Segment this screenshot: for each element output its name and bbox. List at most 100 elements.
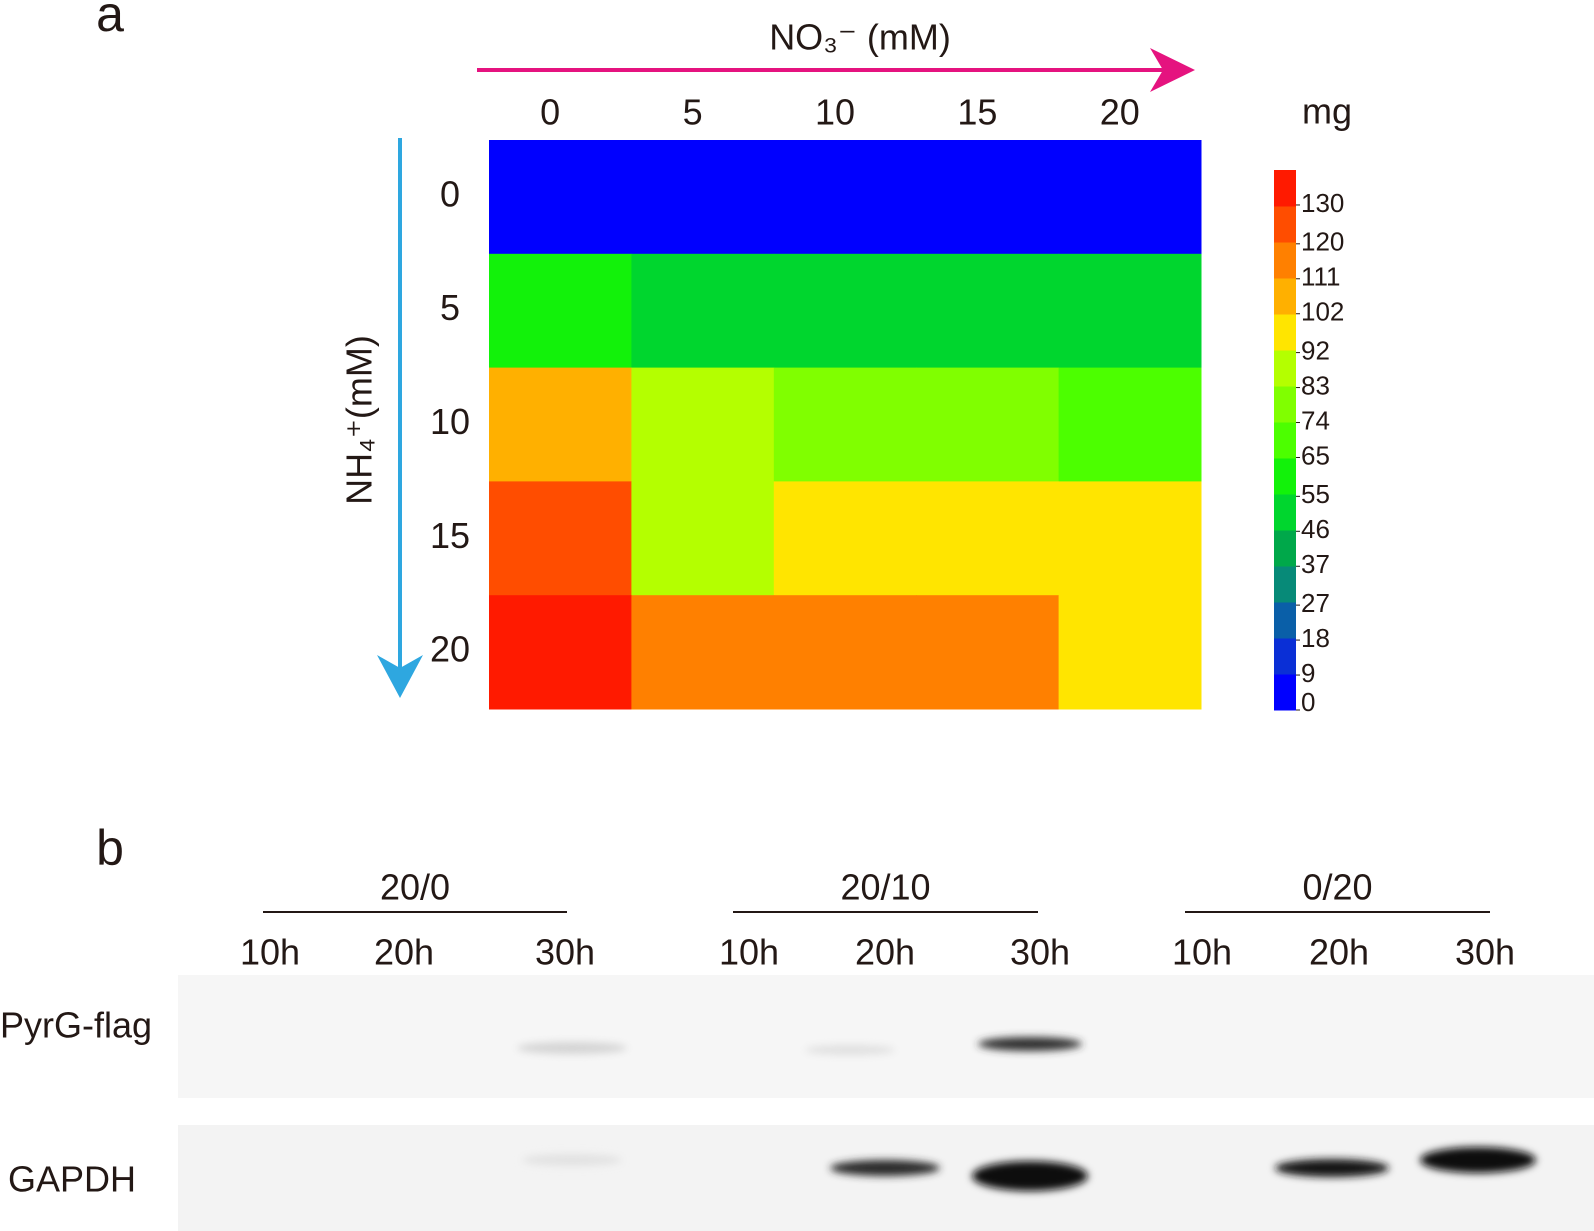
heat-cell [1058,253,1202,369]
colorbar-bin [1274,530,1296,567]
heat-cell [631,140,775,255]
lane-label: 20h [374,932,434,973]
heat-cell [489,253,632,369]
colorbar-label: 9 [1301,658,1315,688]
colorbar-label: 27 [1301,588,1330,618]
lane-label: 30h [1010,932,1070,973]
colorbar-label: 102 [1301,297,1344,327]
heat-cell [773,595,917,710]
y-tick-label: 10 [430,401,470,442]
heat-cell [916,253,1060,369]
y-tick-label: 0 [440,173,460,214]
heat-cell [773,253,917,369]
colorbar-bin [1274,314,1296,351]
heat-cell [773,140,917,255]
colorbar-label: 111 [1301,262,1341,292]
heat-cell [916,595,1060,710]
x-arrowhead [1150,48,1195,92]
lane-label: 10h [1172,932,1232,973]
x-axis-title: NO₃⁻ (mM) [769,17,951,58]
y-tick-label: 20 [430,629,470,670]
x-tick-label: 20 [1100,92,1140,133]
lane-label: 20h [855,932,915,973]
colorbar-label: 0 [1301,687,1315,717]
heat-cell [1058,140,1202,255]
colorbar-bin [1274,494,1296,531]
colorbar-bin [1274,206,1296,243]
western-blot: b 20/0 20/10 0/20 10h 20h 30h 10h 20h 30h 10h 20h 3… [0,820,1594,1231]
panel-label: a [96,0,124,42]
heat-cell [489,481,632,596]
colorbar-label: 130 [1301,188,1344,218]
colorbar-label: 65 [1301,440,1330,470]
colorbar-bin [1274,638,1296,675]
colorbar-bin [1274,242,1296,279]
heat-cell [773,367,917,482]
heat-cell [916,367,1060,482]
colorbar-bin [1274,170,1296,207]
row-label: GAPDH [8,1159,136,1200]
panel-label: b [96,820,124,876]
x-tick-label: 10 [815,92,855,133]
colorbar-bin [1274,674,1296,711]
colorbar-bin [1274,386,1296,423]
y-arrowhead [377,655,423,698]
group-label: 20/0 [380,867,450,908]
y-axis-title: NH₄⁺(mM) [339,335,380,505]
lane-label: 10h [719,932,779,973]
blot-strip [178,975,1594,1098]
heat-cell [489,595,632,710]
band [517,1042,627,1054]
heat-cell [1058,595,1202,710]
heat-cell [489,140,632,255]
x-tick-label: 5 [683,92,703,133]
row-label: PyrG-flag [0,1005,152,1046]
band [830,1160,940,1176]
heat-cell [1058,481,1202,596]
colorbar-label: 46 [1301,514,1330,544]
heat-cell [631,253,775,369]
heat-cell [916,140,1060,255]
colorbar-bin [1274,602,1296,639]
colorbar-label: 83 [1301,370,1330,400]
heat-cell [916,481,1060,596]
heat-cell [1058,367,1202,482]
heat-cell [489,367,632,482]
group-label: 20/10 [840,867,930,908]
heat-cell [631,481,775,596]
y-tick-label: 15 [430,515,470,556]
lane-label: 30h [1455,932,1515,973]
band [972,1161,1088,1191]
band [522,1154,622,1166]
band [1420,1147,1536,1173]
colorbar-label: 92 [1301,335,1330,365]
x-tick-label: 0 [540,92,560,133]
band [978,1037,1082,1051]
colorbar-bin [1274,422,1296,459]
band [1275,1159,1389,1177]
colorbar-bin [1274,350,1296,387]
y-tick-label: 5 [440,287,460,328]
blot-strip [178,1125,1594,1231]
colorbar-title: mg [1302,91,1352,132]
colorbar-label: 120 [1301,227,1344,257]
lane-label: 20h [1309,932,1369,973]
colorbar-bin [1274,278,1296,315]
lane-label: 10h [240,932,300,973]
colorbar-bin [1274,458,1296,495]
band [805,1045,895,1055]
colorbar-label: 55 [1301,479,1330,509]
x-tick-label: 15 [957,92,997,133]
heat-cell [631,595,775,710]
colorbar-label: 74 [1301,405,1330,435]
group-label: 0/20 [1302,867,1372,908]
heat-cell [631,367,775,482]
bands [517,1037,1536,1191]
colorbar-label: 18 [1301,623,1330,653]
colorbar-label: 37 [1301,549,1330,579]
lane-label: 30h [535,932,595,973]
heat-cell [773,481,917,596]
colorbar-bin [1274,566,1296,603]
